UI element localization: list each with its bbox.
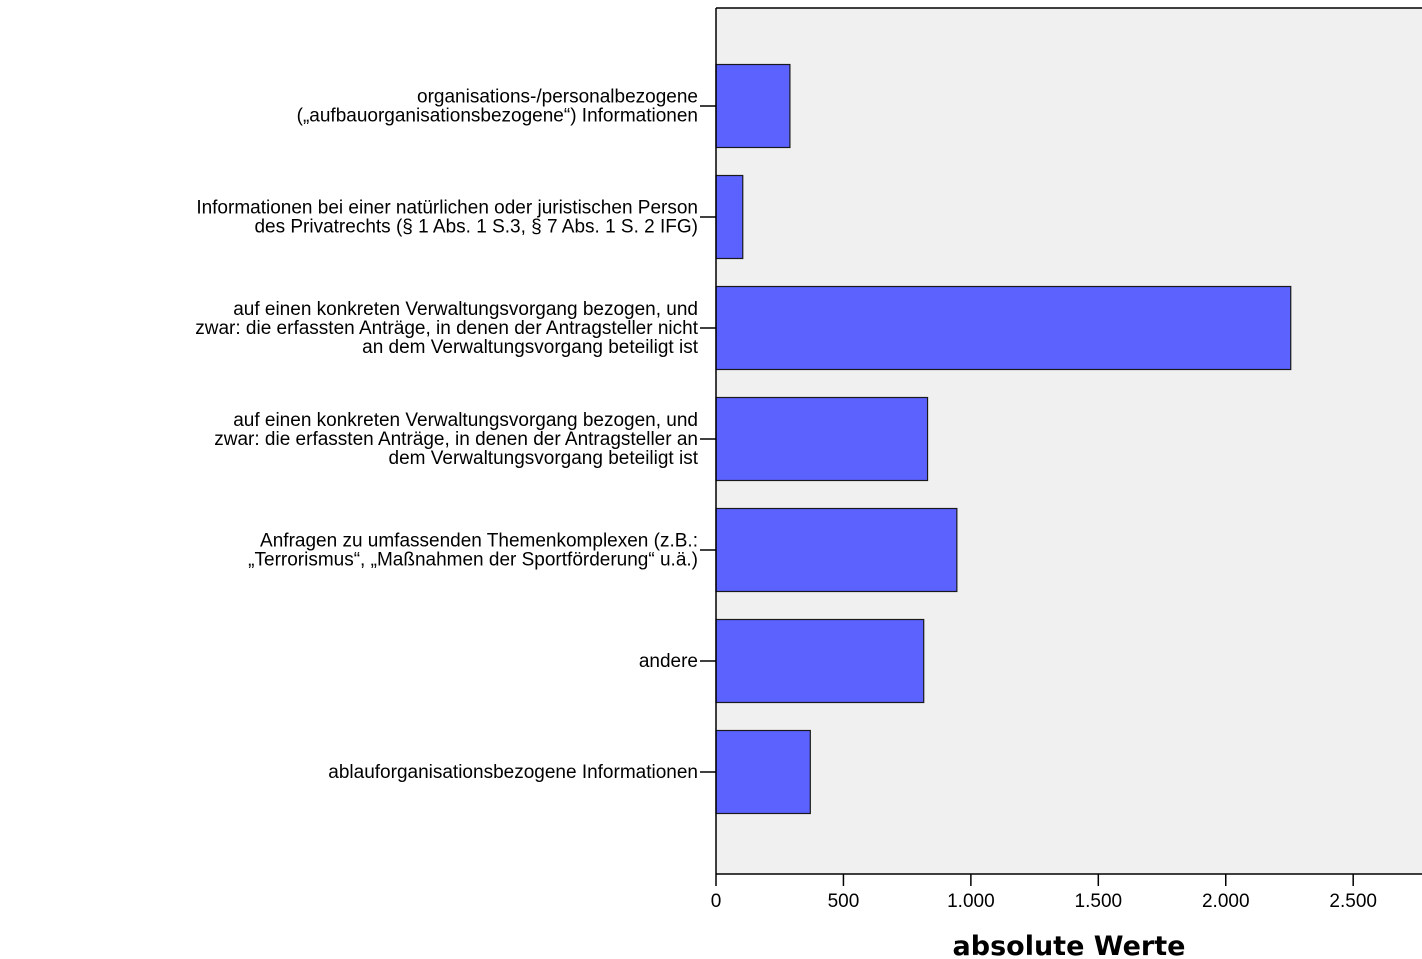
x-tick-label-5: 2.500 [1329, 891, 1377, 912]
category-label-line: des Privatrechts (§ 1 Abs. 1 S.3, § 7 Ab… [254, 217, 698, 238]
category-label-line: zwar: die erfassten Anträge, in denen de… [214, 429, 698, 450]
category-label-line: Informationen bei einer natürlichen oder… [196, 198, 698, 219]
category-label-2: auf einen konkreten Verwaltungsvorgang b… [195, 299, 698, 358]
category-label-line: an dem Verwaltungsvorgang beteiligt ist [362, 337, 699, 358]
category-label-line: dem Verwaltungsvorgang beteiligt ist [389, 448, 699, 469]
category-label-1: Informationen bei einer natürlichen oder… [196, 198, 698, 238]
category-label-0: organisations-/personalbezogene („aufbauo… [297, 87, 698, 127]
bar-5 [715, 618, 925, 704]
x-tick-label-4: 2.000 [1202, 891, 1250, 912]
category-label-line: Anfragen zu umfassenden Themenkomplexen … [260, 531, 698, 552]
category-label-line: zwar: die erfassten Anträge, in denen de… [195, 318, 698, 339]
x-tick-label-2: 1.000 [947, 891, 995, 912]
bar-2 [715, 285, 1292, 371]
bars-layer [715, 63, 1292, 815]
category-label-line: auf einen konkreten Verwaltungsvorgang b… [233, 410, 698, 431]
bar-4 [715, 507, 958, 593]
x-tick-label-1: 500 [828, 891, 860, 912]
category-label-line: „Terrorismus“, „Maßnahmen der Sportförde… [248, 550, 698, 571]
category-label-line: („aufbauorganisationsbezogene“) Informat… [297, 106, 698, 127]
bar-6 [715, 729, 811, 815]
bar-1 [715, 174, 744, 260]
x-tick-label-3: 1.500 [1075, 891, 1123, 912]
category-label-6: ablauforganisationsbezogene Informatione… [328, 762, 698, 783]
bar-3 [715, 396, 929, 482]
category-label-line: auf einen konkreten Verwaltungsvorgang b… [233, 299, 698, 320]
category-label-line: organisations-/personalbezogene [417, 87, 698, 108]
category-label-4: Anfragen zu umfassenden Themenkomplexen … [248, 531, 698, 571]
category-label-5: andere [639, 651, 698, 672]
x-axis-title: absolute Werte [953, 931, 1186, 959]
bar-0 [715, 63, 791, 149]
x-tick-label-0: 0 [711, 891, 722, 912]
category-label-line: andere [639, 651, 698, 672]
category-label-line: ablauforganisationsbezogene Informatione… [328, 762, 698, 783]
x-axis-ticks: 0 500 1.000 1.500 2.000 2.500 [711, 874, 1377, 912]
category-label-3: auf einen konkreten Verwaltungsvorgang b… [214, 410, 698, 469]
category-labels: organisations-/personalbezogene („aufbauo… [195, 87, 716, 783]
